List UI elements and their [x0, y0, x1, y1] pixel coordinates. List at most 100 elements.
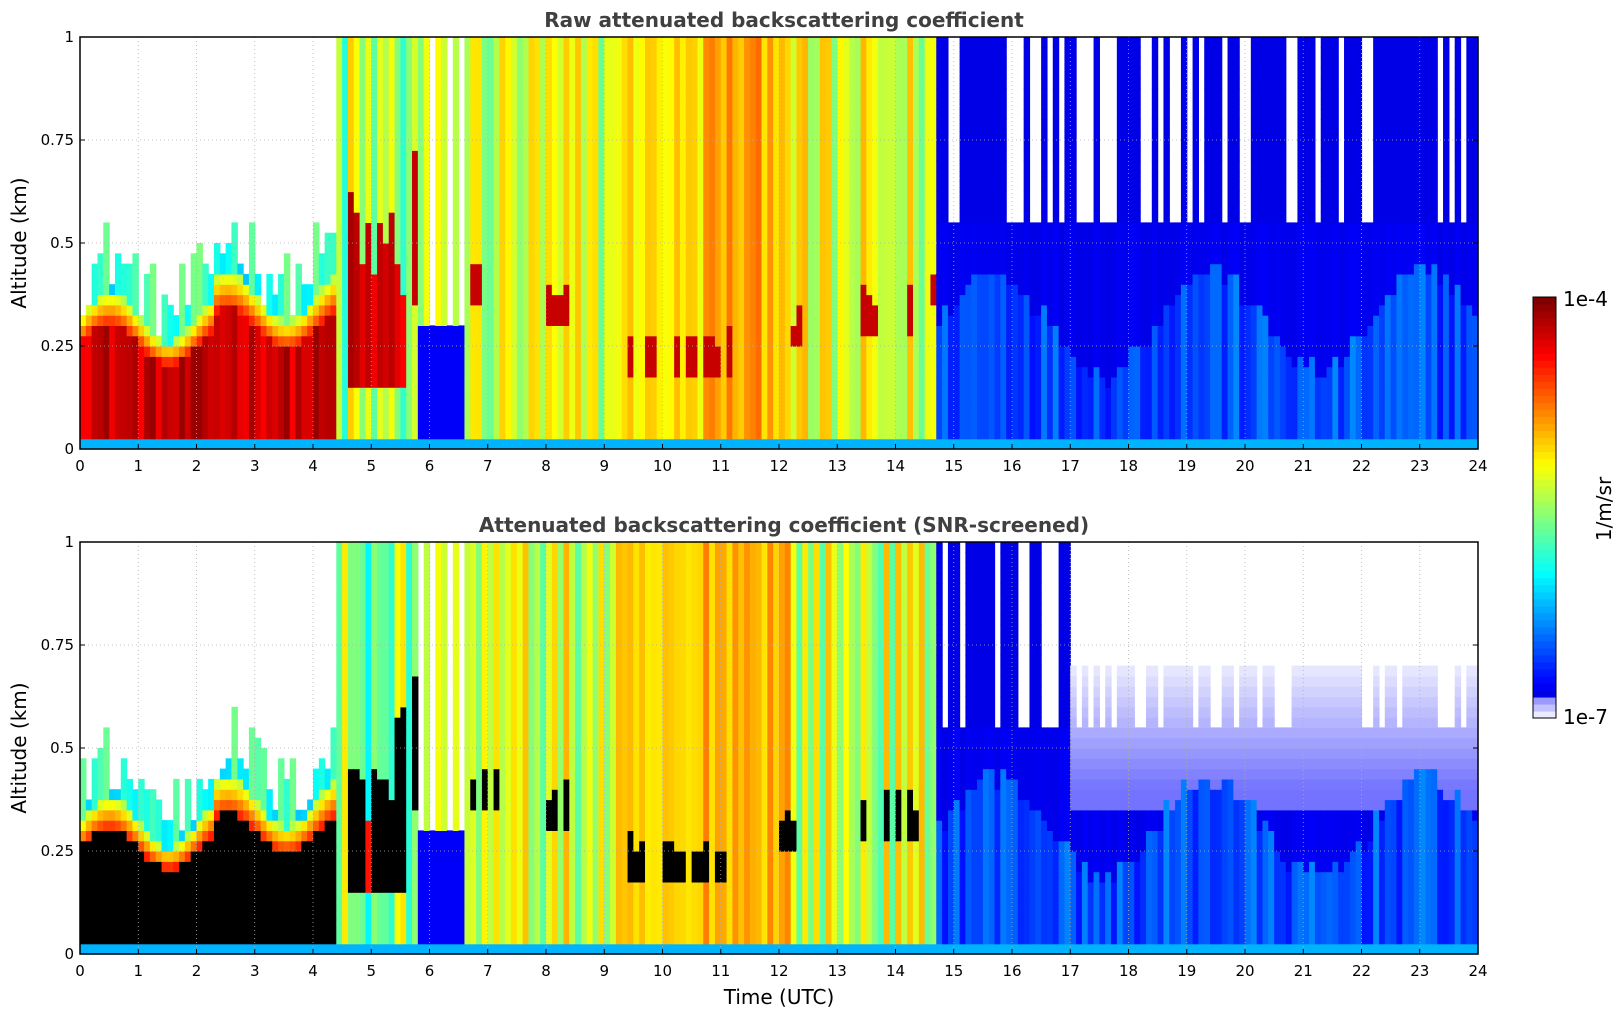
heatmap-cell	[878, 376, 885, 388]
heatmap-cell	[895, 222, 902, 234]
heatmap-cell	[843, 356, 850, 368]
heatmap-cell	[516, 88, 524, 100]
heatmap-cell	[854, 335, 862, 347]
heatmap-cell	[91, 387, 99, 399]
heatmap-cell	[575, 212, 582, 223]
heatmap-cell	[353, 376, 361, 388]
heatmap-cell	[487, 57, 495, 69]
heatmap-cell	[493, 335, 500, 347]
heatmap-cell	[126, 315, 134, 326]
heatmap-cell	[808, 294, 815, 306]
heatmap-cell	[773, 397, 780, 409]
heatmap-cell	[307, 346, 314, 357]
heatmap-cell	[569, 98, 576, 110]
heatmap-cell	[627, 294, 634, 306]
heatmap-cell	[755, 438, 763, 450]
heatmap-cell	[656, 47, 664, 59]
heatmap-cell	[342, 78, 349, 90]
heatmap-cell	[878, 387, 885, 399]
heatmap-cell	[639, 304, 646, 316]
heatmap-cell	[674, 397, 681, 409]
heatmap-cell	[254, 387, 262, 399]
heatmap-cell	[901, 109, 908, 120]
heatmap-cell	[645, 170, 652, 182]
heatmap-cell	[749, 387, 757, 399]
heatmap-cell	[813, 366, 821, 378]
heatmap-cell	[359, 67, 367, 79]
heatmap-cell	[610, 304, 617, 316]
heatmap-cell	[417, 407, 425, 419]
heatmap-cell	[563, 335, 570, 347]
heatmap-cell	[936, 67, 943, 79]
heatmap-cell	[580, 119, 588, 131]
heatmap-cell	[738, 88, 745, 100]
heatmap-cell	[860, 37, 867, 48]
heatmap-cell	[790, 284, 798, 296]
heatmap-cell	[580, 57, 588, 69]
heatmap-cell	[412, 78, 419, 90]
heatmap-cell	[336, 98, 343, 110]
heatmap-cell	[534, 109, 541, 120]
heatmap-cell	[901, 418, 908, 429]
heatmap-cell	[452, 67, 460, 79]
heatmap-cell	[901, 438, 908, 450]
heatmap-cell	[190, 438, 198, 450]
heatmap-cell	[184, 335, 192, 347]
heatmap-cell	[132, 428, 139, 440]
heatmap-cell	[633, 119, 640, 131]
heatmap-cell	[423, 119, 431, 131]
heatmap-cell	[516, 243, 524, 254]
heatmap-cell	[732, 98, 739, 110]
heatmap-cell	[866, 304, 873, 316]
heatmap-cell	[953, 243, 961, 254]
heatmap-cell	[97, 346, 104, 357]
heatmap-cell	[184, 428, 192, 440]
heatmap-cell	[930, 88, 937, 100]
heatmap-cell	[551, 273, 559, 285]
heatmap-cell	[662, 191, 669, 203]
heatmap-cell	[738, 212, 745, 223]
heatmap-cell	[878, 294, 885, 306]
heatmap-cell	[173, 397, 180, 409]
heatmap-cell	[97, 397, 104, 409]
heatmap-cell	[714, 88, 722, 100]
heatmap-cell	[114, 356, 122, 368]
heatmap-cell	[942, 253, 949, 265]
heatmap-cell	[324, 356, 332, 368]
heatmap-cell	[878, 366, 885, 378]
heatmap-cell	[854, 37, 862, 48]
heatmap-cell	[907, 376, 914, 388]
heatmap-cell	[732, 284, 739, 296]
heatmap-cell	[883, 346, 891, 357]
heatmap-cell	[604, 78, 611, 90]
heatmap-cell	[883, 201, 891, 213]
heatmap-cell	[586, 387, 594, 399]
heatmap-cell	[546, 98, 553, 110]
heatmap-cell	[621, 407, 629, 419]
heatmap-cell	[511, 37, 518, 48]
heatmap-cell	[289, 397, 297, 409]
heatmap-cell	[813, 88, 821, 100]
heatmap-cell	[755, 263, 763, 275]
heatmap-cell	[551, 88, 559, 100]
heatmap-cell	[895, 407, 902, 419]
heatmap-cell	[435, 387, 442, 399]
heatmap-cell	[301, 315, 308, 326]
heatmap-cell	[813, 37, 821, 48]
heatmap-cell	[330, 315, 337, 326]
heatmap-cell	[324, 243, 332, 254]
heatmap-cell	[493, 418, 500, 429]
heatmap-cell	[97, 325, 104, 337]
heatmap-cell	[773, 160, 780, 172]
heatmap-cell	[464, 191, 471, 203]
heatmap-cell	[505, 109, 512, 120]
heatmap-cell	[738, 98, 745, 110]
heatmap-cell	[924, 428, 932, 440]
heatmap-cell	[907, 140, 914, 151]
heatmap-cell	[866, 160, 873, 172]
heatmap-cell	[534, 418, 541, 429]
heatmap-cell	[848, 366, 856, 378]
heatmap-cell	[697, 304, 704, 316]
heatmap-cell	[429, 397, 436, 409]
heatmap-cell	[813, 315, 821, 326]
